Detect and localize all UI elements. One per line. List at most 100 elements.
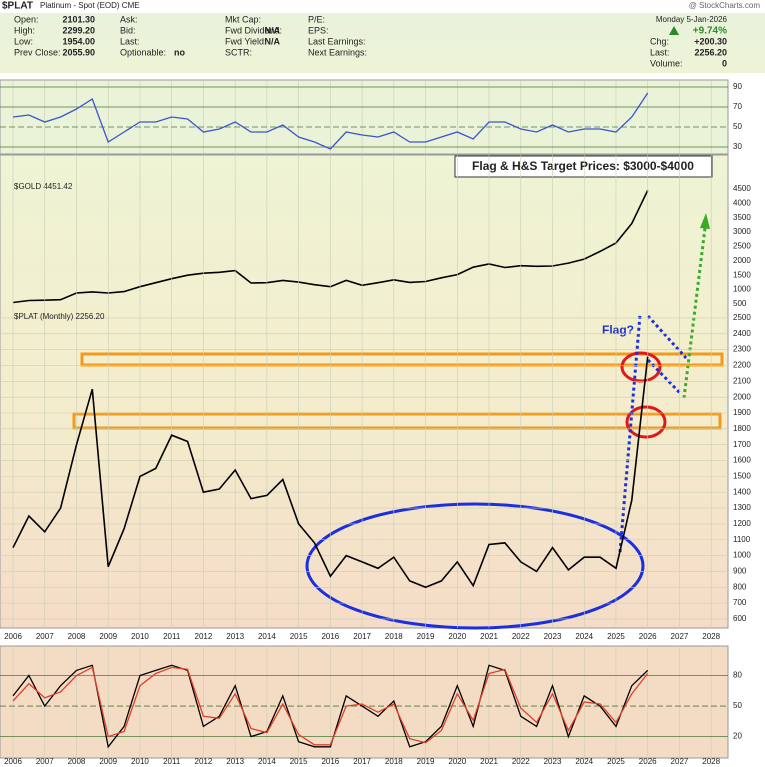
field-label: EPS: xyxy=(308,25,329,35)
y-tick-label: 90 xyxy=(733,82,742,91)
main-panel xyxy=(0,154,729,629)
x-tick-label: 2014 xyxy=(258,632,276,641)
x-tick-label: 2016 xyxy=(321,632,339,641)
x-tick-label: 2026 xyxy=(639,632,657,641)
rsi-panel xyxy=(0,79,729,155)
field-value: 1954.00 xyxy=(62,36,95,46)
y-tick-label: 2300 xyxy=(733,345,751,354)
x-tick-label: 2018 xyxy=(385,632,403,641)
x-tick-label: 2010 xyxy=(131,632,149,641)
field-label: Optionable: xyxy=(120,47,166,57)
series-line xyxy=(12,356,649,589)
y-tick-label: 1000 xyxy=(733,551,751,560)
series-line xyxy=(12,92,649,150)
y-tick-label: 70 xyxy=(733,102,742,111)
field-label: Bid: xyxy=(120,25,136,35)
x-tick-label: 2025 xyxy=(607,632,625,641)
x-tick-label: 2009 xyxy=(99,632,117,641)
x-tick-label: 2016 xyxy=(321,757,339,766)
annotation: Flag? xyxy=(602,323,634,337)
x-tick-label: 2015 xyxy=(290,632,308,641)
field-label: High: xyxy=(14,25,35,35)
y-tick-label: 2500 xyxy=(733,242,751,251)
x-tick-label: 2007 xyxy=(36,757,54,766)
y-tick-label: 1500 xyxy=(733,270,751,279)
x-tick-label: 2023 xyxy=(544,632,562,641)
y-tick-label: 1800 xyxy=(733,424,751,433)
y-tick-label: 1600 xyxy=(733,456,751,465)
x-tick-label: 2012 xyxy=(195,757,213,766)
field-label: Fwd Dividend: xyxy=(225,25,282,35)
y-tick-label: 2000 xyxy=(733,392,751,401)
y-tick-label: 2400 xyxy=(733,329,751,338)
field-value: 2055.90 xyxy=(62,47,95,57)
field-label: Fwd Yield: xyxy=(225,36,267,46)
header-bg xyxy=(0,13,765,73)
y-tick-label: 800 xyxy=(733,582,747,591)
base-ellipse xyxy=(305,502,645,630)
field-label: Last Earnings: xyxy=(308,36,366,46)
support-zone xyxy=(72,412,722,430)
field-label: Prev Close: xyxy=(14,47,61,57)
change-pct: +9.74% xyxy=(693,26,727,37)
y-tick-label: 2100 xyxy=(733,376,751,385)
y-tick-label: 1300 xyxy=(733,503,751,512)
x-tick-label: 2020 xyxy=(448,757,466,766)
x-tick-label: 2008 xyxy=(68,632,86,641)
field-label: Next Earnings: xyxy=(308,47,367,57)
y-tick-label: 2000 xyxy=(733,256,751,265)
y-tick-label: 3500 xyxy=(733,213,751,222)
y-tick-label: 4500 xyxy=(733,184,751,193)
y-tick-label: 1500 xyxy=(733,471,751,480)
y-tick-label: 1200 xyxy=(733,519,751,528)
field-value: 2101.30 xyxy=(62,14,95,24)
x-tick-label: 2023 xyxy=(544,757,562,766)
x-tick-label: 2019 xyxy=(417,757,435,766)
field-value: N/A xyxy=(265,25,281,35)
x-tick-label: 2021 xyxy=(480,757,498,766)
highlight-ellipse xyxy=(620,351,662,383)
x-tick-label: 2014 xyxy=(258,757,276,766)
x-tick-label: 2028 xyxy=(702,632,720,641)
y-tick-label: 50 xyxy=(733,701,742,710)
y-tick-label: 900 xyxy=(733,567,747,576)
y-tick-label: 700 xyxy=(733,598,747,607)
x-tick-label: 2018 xyxy=(385,757,403,766)
x-tick-label: 2025 xyxy=(607,757,625,766)
annotation: Flag & H&S Target Prices: $3000-$4000 xyxy=(472,159,694,173)
panel-label: $PLAT (Monthly) 2256.20 xyxy=(14,312,105,321)
x-tick-label: 2024 xyxy=(575,757,593,766)
field-label: Last: xyxy=(650,47,670,57)
y-tick-label: 3000 xyxy=(733,227,751,236)
field-value: N/A xyxy=(265,36,281,46)
x-tick-label: 2019 xyxy=(417,632,435,641)
y-tick-label: 2200 xyxy=(733,361,751,370)
series-line xyxy=(12,666,649,746)
x-tick-label: 2026 xyxy=(639,757,657,766)
resistance-zone xyxy=(80,352,724,367)
y-tick-label: 1400 xyxy=(733,487,751,496)
x-tick-label: 2006 xyxy=(4,632,22,641)
x-tick-label: 2012 xyxy=(195,632,213,641)
name: Platinum - Spot (EOD) CME xyxy=(40,1,140,10)
field-value: +200.30 xyxy=(694,36,727,46)
field-label: SCTR: xyxy=(225,47,252,57)
field-label: Chg: xyxy=(650,36,669,46)
x-tick-label: 2022 xyxy=(512,632,530,641)
y-tick-label: 1000 xyxy=(733,285,751,294)
x-tick-label: 2027 xyxy=(671,757,689,766)
y-tick-label: 1700 xyxy=(733,440,751,449)
x-tick-label: 2013 xyxy=(226,632,244,641)
x-tick-label: 2017 xyxy=(353,757,371,766)
x-tick-label: 2013 xyxy=(226,757,244,766)
x-tick-label: 2007 xyxy=(36,632,54,641)
field-label: Last: xyxy=(120,36,140,46)
x-tick-label: 2027 xyxy=(671,632,689,641)
field-value: 2256.20 xyxy=(694,47,727,57)
field-value: no xyxy=(174,47,185,57)
y-tick-label: 20 xyxy=(733,732,742,741)
date: Monday 5-Jan-2026 xyxy=(656,15,728,24)
x-tick-label: 2028 xyxy=(702,757,720,766)
x-tick-label: 2010 xyxy=(131,757,149,766)
